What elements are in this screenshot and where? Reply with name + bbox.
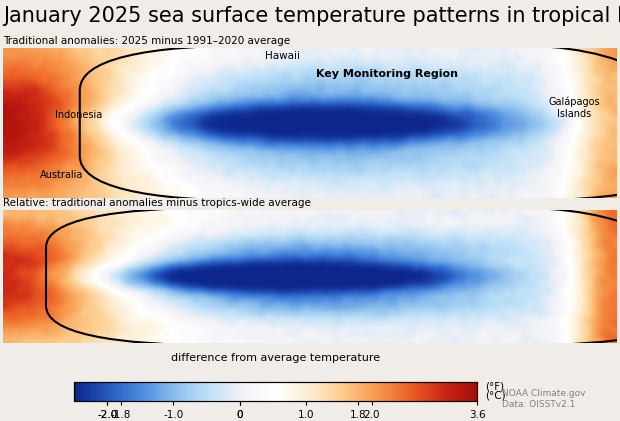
Text: Key Monitoring Region: Key Monitoring Region [316, 69, 458, 79]
Text: NOAA Climate.gov
Data: OISSTv2.1: NOAA Climate.gov Data: OISSTv2.1 [502, 389, 586, 409]
Text: Traditional anomalies: 2025 minus 1991–2020 average: Traditional anomalies: 2025 minus 1991–2… [3, 36, 290, 46]
Text: Relative: traditional anomalies minus tropics-wide average: Relative: traditional anomalies minus tr… [3, 198, 311, 208]
Text: (°C): (°C) [485, 391, 506, 401]
Text: Australia: Australia [40, 170, 83, 180]
Text: difference from average temperature: difference from average temperature [171, 353, 381, 363]
Text: Hawaii: Hawaii [265, 51, 300, 61]
Text: (°F): (°F) [485, 382, 505, 392]
Text: January 2025 sea surface temperature patterns in tropical Pacific: January 2025 sea surface temperature pat… [3, 6, 620, 27]
Text: Galápagos
Islands: Galápagos Islands [548, 97, 600, 119]
Text: Indonesia: Indonesia [55, 110, 102, 120]
